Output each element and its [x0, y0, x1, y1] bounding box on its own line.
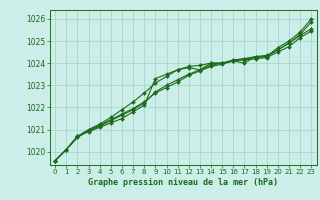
- X-axis label: Graphe pression niveau de la mer (hPa): Graphe pression niveau de la mer (hPa): [88, 178, 278, 187]
